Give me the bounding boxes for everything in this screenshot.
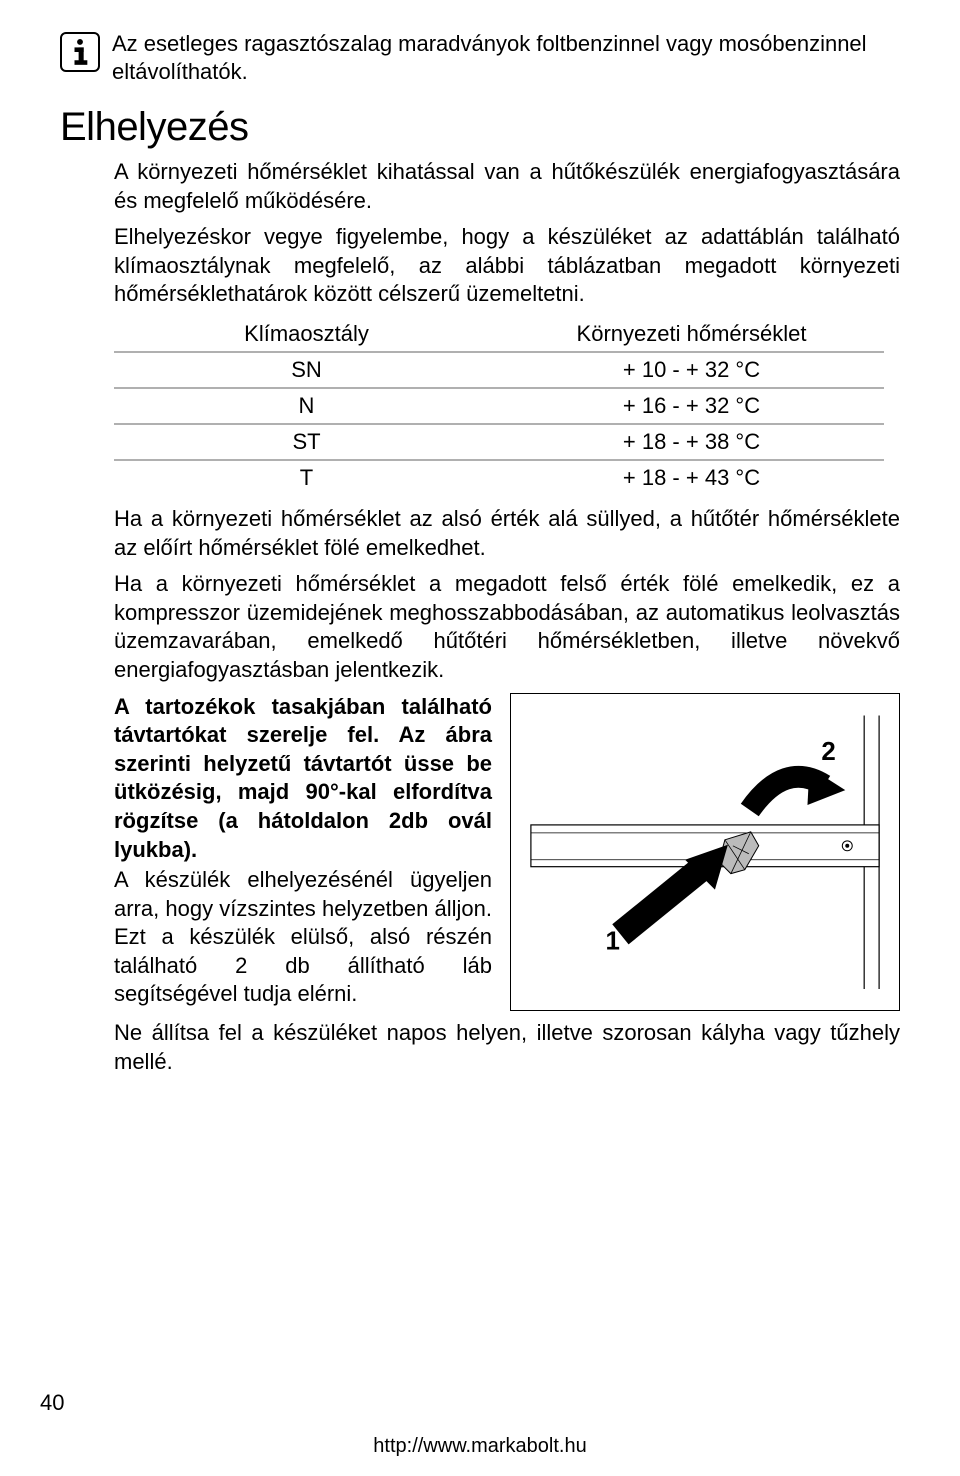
- table-cell: + 18 - + 43 °C: [499, 460, 884, 495]
- table-cell: + 10 - + 32 °C: [499, 352, 884, 388]
- climate-class-table: Klímaosztály Környezeti hőmérséklet SN +…: [114, 317, 884, 495]
- arrow-2: [750, 767, 846, 810]
- table-row: T + 18 - + 43 °C: [114, 460, 884, 495]
- table-row: ST + 18 - + 38 °C: [114, 424, 884, 460]
- spacer-diagram-icon: 1 2: [511, 694, 899, 1011]
- section-heading: Elhelyezés: [60, 105, 900, 150]
- paragraph-4: Ha a környezeti hőmérséklet a megadott f…: [114, 570, 900, 684]
- table-cell: + 18 - + 38 °C: [499, 424, 884, 460]
- table-cell: N: [114, 388, 499, 424]
- figure-label-2: 2: [821, 738, 835, 766]
- bold-paragraph: A tartozékok tasakjában található távtar…: [114, 693, 492, 865]
- page-number: 40: [40, 1390, 64, 1416]
- left-text-column: A tartozékok tasakjában található távtar…: [114, 693, 492, 1012]
- info-note-row: Az esetleges ragasztószalag maradványok …: [60, 30, 900, 85]
- paragraph-2: Elhelyezéskor vegye figyelembe, hogy a k…: [114, 223, 900, 309]
- text-figure-row: A tartozékok tasakjában található távtar…: [114, 693, 900, 1012]
- table-header-class: Klímaosztály: [114, 317, 499, 352]
- info-glyph-icon: [69, 38, 91, 66]
- table-header-temp: Környezeti hőmérséklet: [499, 317, 884, 352]
- table-cell: + 16 - + 32 °C: [499, 388, 884, 424]
- figure-label-1: 1: [606, 927, 620, 955]
- paragraph-3: Ha a környezeti hőmérséklet az alsó érté…: [114, 505, 900, 562]
- footer-url: http://www.markabolt.hu: [373, 1435, 586, 1458]
- info-note-text: Az esetleges ragasztószalag maradványok …: [112, 30, 900, 85]
- paragraph-5: A készülék elhelyezésénél ügyeljen arra,…: [114, 866, 492, 1009]
- table-cell: ST: [114, 424, 499, 460]
- spacer-install-figure: 1 2: [510, 693, 900, 1012]
- table-row: SN + 10 - + 32 °C: [114, 352, 884, 388]
- paragraph-6: Ne állítsa fel a készüléket napos helyen…: [114, 1019, 900, 1076]
- info-icon: [60, 32, 100, 72]
- table-cell: SN: [114, 352, 499, 388]
- table-cell: T: [114, 460, 499, 495]
- table-row: N + 16 - + 32 °C: [114, 388, 884, 424]
- paragraph-1: A környezeti hőmérséklet kihatással van …: [114, 158, 900, 215]
